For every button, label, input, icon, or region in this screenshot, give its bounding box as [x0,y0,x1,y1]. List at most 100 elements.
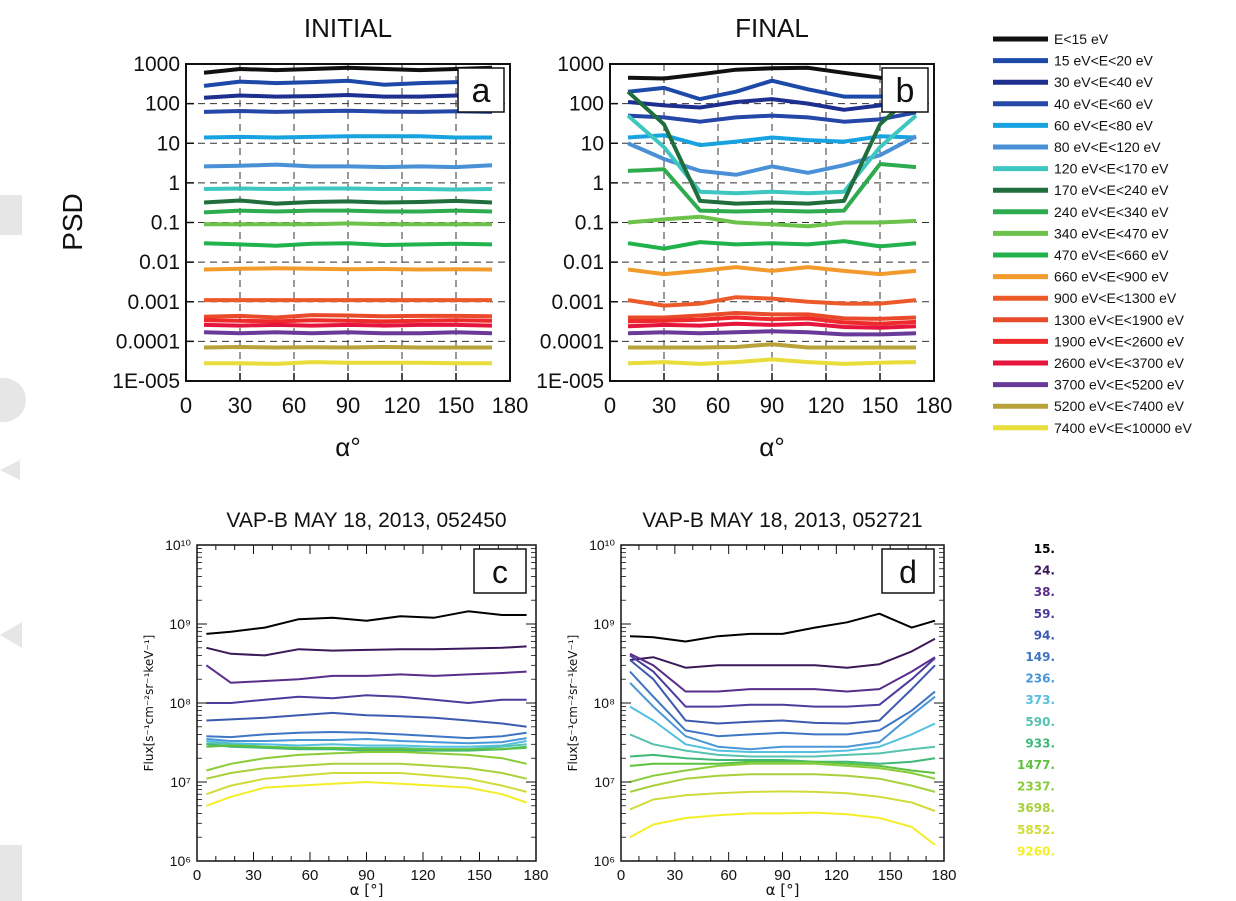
y-tick-label: 1000 [557,53,604,76]
y-tick-label: 10⁶ [170,853,191,869]
panel-d-chart: VAP-B MAY 18, 2013, 052721 0 30 60 90 120 150 1… [566,509,957,899]
series-line [206,645,527,657]
y-tick-label: 1E-005 [536,370,604,393]
legend-label: E<15 eV [1054,31,1109,47]
series-line [627,265,917,277]
series-line [203,108,493,114]
series-line [206,694,527,704]
series-line [203,186,493,192]
x-tick-label: 90 [358,867,375,884]
panel-letter-box [473,548,527,594]
series-line [206,737,527,745]
x-axis-label: α [°] [350,881,384,899]
x-tick-label: 180 [523,867,548,884]
series-line [629,790,936,812]
x-tick-label: 60 [706,393,730,418]
legend-label: 30 eV<E<40 eV [1054,74,1154,90]
y-tick-label: 1 [168,172,180,195]
series-line [626,90,918,206]
x-tick-label: 120 [410,867,435,884]
y-tick-label: 10 [157,132,180,155]
y-tick-label: 0.0001 [540,330,604,353]
y-tick-label: 1000 [133,53,180,76]
x-axis-label: α° [759,432,784,462]
panel-letter-box [881,67,929,113]
panel-letter-box [457,67,505,113]
x-tick-label: 0 [604,393,616,418]
series-line [203,208,493,215]
x-tick-label: 180 [931,867,956,884]
y-tick-label: 10¹⁰ [589,537,615,553]
panel-d-title: VAP-B MAY 18, 2013, 052721 [642,509,922,532]
y-tick-label: 10⁷ [594,774,615,790]
legend-bottom: 15. 24. 38. 59. 94. 149. 236. 373. 590. 933. 1477.… [1017,542,1055,858]
legend-label: 15 eV<E<20 eV [1054,53,1154,69]
legend-label: 590. [1025,715,1055,729]
series-line [629,762,936,783]
x-tick-label: 0 [617,867,625,884]
x-tick-label: 0 [180,393,192,418]
panel-a-chart: INITIAL 0 30 60 90 120 150 180 1000 100 10 1 0.1 0.01… [57,13,528,462]
x-tick-label: 60 [282,393,306,418]
series-line [627,329,917,337]
series-line [629,682,936,751]
x-tick-label: 30 [228,393,252,418]
legend-label: 1900 eV<E<2600 eV [1054,333,1185,349]
panel-c-chart: VAP-B MAY 18, 2013, 052450 0 30 60 90 120 150 1… [142,509,549,899]
y-tick-label: 0.0001 [116,330,180,353]
legend-label: 5852. [1017,823,1055,837]
series-line [629,637,936,669]
series-line [629,659,936,725]
series-line [626,114,918,196]
series-line [627,357,917,366]
x-tick-label: 30 [666,867,683,884]
x-tick-label: 120 [808,393,845,418]
edge-shape [0,460,20,480]
legend-label: 373. [1025,693,1055,707]
legend-label: 60 eV<E<80 eV [1054,117,1154,133]
series-line [629,705,936,753]
legend-label: 59. [1034,607,1055,621]
series-line [203,266,493,272]
x-axis-label: α [°] [766,881,800,899]
series-line [203,345,492,350]
y-axis-label: PSD [57,193,88,251]
legend-label: 933. [1025,736,1055,750]
legend-label: 3700 eV<E<5200 eV [1054,377,1185,393]
series-line [627,239,917,251]
panel-letter: a [472,72,491,110]
legend-label: 1477. [1017,758,1055,772]
series-line [629,733,936,758]
y-tick-label: 10⁷ [170,774,191,790]
series-line [629,654,936,708]
y-tick-label: 100 [569,93,604,116]
y-tick-label: 0.001 [127,291,180,314]
y-tick-label: 0.01 [563,251,604,274]
panel-letter: b [896,72,915,110]
series-line [204,221,492,227]
x-tick-label: 90 [760,393,784,418]
series-line [203,78,493,88]
x-tick-label: 90 [774,867,791,884]
series-line [203,241,493,248]
panel-c-title: VAP-B MAY 18, 2013, 052450 [226,509,506,532]
legend-label: 94. [1034,628,1055,642]
series-line [629,652,936,693]
panel-letter: c [492,554,508,590]
x-tick-label: 150 [862,393,899,418]
x-tick-label: 0 [193,867,201,884]
series-line [203,198,493,206]
y-axis-label: Flux[s⁻¹cm⁻²sr⁻¹keV⁻¹] [142,635,156,772]
legend-label: 9260. [1017,844,1055,858]
series-line [203,162,493,170]
series-line [206,610,527,635]
legend-label: 470 eV<E<660 eV [1054,247,1169,263]
legend-label: 340 eV<E<470 eV [1054,225,1169,241]
panel-letter: d [899,554,917,590]
x-axis-label: α° [335,432,360,462]
legend-label: 80 eV<E<120 eV [1054,139,1161,155]
series-line [206,762,527,780]
series-line [627,110,917,124]
legend-label: 2600 eV<E<3700 eV [1054,355,1185,371]
series-line [627,133,917,148]
